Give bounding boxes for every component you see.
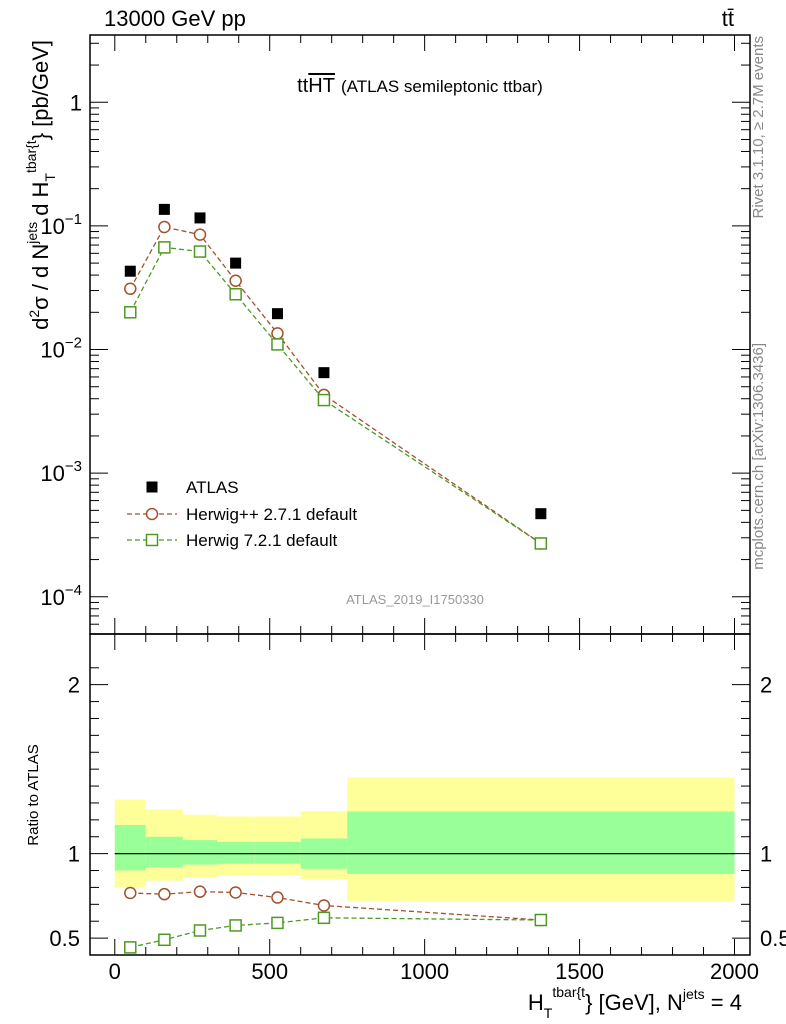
ratio-point xyxy=(193,924,207,937)
y-tick-label: 1 xyxy=(70,90,82,115)
ratio-point xyxy=(534,913,548,927)
data-point xyxy=(318,367,330,379)
mcplots-label: mcplots.cern.ch [arXiv:1306.3436] xyxy=(750,343,767,570)
data-point xyxy=(193,228,207,241)
ratio-point xyxy=(124,886,137,900)
uncertainty-band-inner xyxy=(254,841,301,864)
ratio-point xyxy=(229,886,242,899)
ratio-point xyxy=(158,933,171,947)
data-point xyxy=(534,537,548,550)
ratio-y-tick-label-right: 2 xyxy=(760,673,772,698)
data-point xyxy=(271,308,283,320)
data-point xyxy=(158,241,171,254)
ratio-point xyxy=(229,919,242,932)
data-point xyxy=(271,327,284,340)
rivet-version-label: Rivet 3.1.10, ≥ 2.7M events xyxy=(750,36,767,219)
legend-marker xyxy=(146,481,158,493)
ratio-point xyxy=(158,887,171,901)
data-point xyxy=(230,257,242,269)
y-tick-label: 10−4 xyxy=(40,582,82,610)
y-tick-label: 10−1 xyxy=(40,211,82,239)
ratio-point xyxy=(317,911,331,925)
ratio-y-tick-label-right: 0.5 xyxy=(760,926,786,951)
ratio-point xyxy=(124,941,137,954)
ratio-y-tick-label: 2 xyxy=(68,673,80,698)
data-point xyxy=(535,508,547,520)
data-point xyxy=(193,245,207,258)
ratio-y-tick-label: 0.5 xyxy=(49,926,80,951)
data-point xyxy=(124,282,137,296)
series-line-2 xyxy=(129,246,542,544)
analysis-annotation: ATLAS_2019_I1750330 xyxy=(346,592,484,607)
ratio-point xyxy=(193,885,207,898)
x-tick-label: 1500 xyxy=(555,959,604,984)
data-point xyxy=(271,338,284,351)
data-point xyxy=(229,287,242,301)
ratio-y-tick-label-right: 1 xyxy=(760,842,772,867)
ratio-point xyxy=(271,891,284,904)
uncertainty-band-inner xyxy=(182,840,218,865)
legend-label: ATLAS xyxy=(186,478,239,497)
legend-marker xyxy=(145,533,159,547)
legend-marker xyxy=(145,507,159,521)
uncertainty-band-inner xyxy=(217,841,255,864)
y-tick-label: 10−2 xyxy=(40,335,82,363)
ratio-point xyxy=(271,916,284,930)
ratio-y-tick-label: 1 xyxy=(68,842,80,867)
uncertainty-band-inner xyxy=(145,836,183,868)
data-point xyxy=(124,265,136,277)
x-axis-label: HTtbar{t} [GeV], Njets = 4 xyxy=(528,984,742,1021)
uncertainty-band-inner xyxy=(347,811,735,874)
ratio-point xyxy=(317,899,331,912)
energy-label: 13000 GeV pp xyxy=(104,6,246,31)
ratio-y-axis-label: Ratio to ATLAS xyxy=(25,744,42,845)
data-point xyxy=(124,306,137,319)
plot-title: ttHT (ATLAS semileptonic ttbar) xyxy=(297,75,543,97)
x-tick-label: 2000 xyxy=(710,959,759,984)
x-tick-label: 500 xyxy=(251,959,288,984)
data-point xyxy=(158,203,170,215)
x-tick-label: 0 xyxy=(109,959,121,984)
uncertainty-band-inner xyxy=(114,824,146,871)
data-point xyxy=(158,220,171,234)
main-y-axis-label: d2σ / d Njets d HTtbar{t} [pb/GeV] xyxy=(23,40,58,330)
ratio-line-1 xyxy=(130,917,541,949)
data-point xyxy=(317,393,331,407)
data-point xyxy=(194,212,206,224)
legend-label: Herwig 7.2.1 default xyxy=(186,531,337,550)
data-point xyxy=(229,274,242,287)
x-tick-label: 1000 xyxy=(400,959,449,984)
process-label: tt̄ xyxy=(721,6,734,31)
ratio-plot-frame xyxy=(89,633,751,956)
legend-label: Herwig++ 2.7.1 default xyxy=(186,505,357,524)
y-tick-label: 10−3 xyxy=(40,458,82,486)
